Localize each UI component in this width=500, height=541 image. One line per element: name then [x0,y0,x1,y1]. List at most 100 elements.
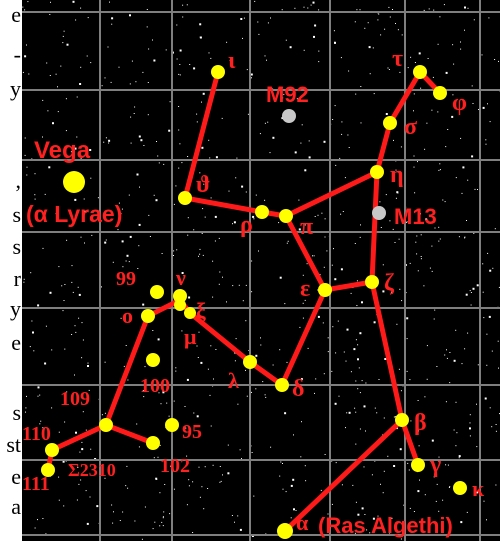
field-star [449,486,451,488]
star-mu [184,307,196,319]
field-star [491,350,493,352]
field-star [234,521,235,523]
field-star [382,290,385,293]
field-star [250,73,253,76]
field-star [409,507,411,509]
field-star [377,19,379,21]
field-star [34,194,36,196]
field-star [361,507,364,510]
field-star [304,224,306,226]
field-star [308,156,311,159]
field-star [207,368,209,370]
field-star [393,139,394,141]
field-star [48,166,51,169]
field-star [252,215,255,218]
star-nu [173,289,187,303]
field-star [44,485,46,487]
field-star [332,326,334,328]
field-star [395,23,396,24]
field-star [354,21,356,23]
field-star [142,303,145,306]
field-star [359,428,361,430]
field-star [193,412,195,414]
field-star [391,291,394,294]
field-star [442,199,444,201]
field-star [236,157,238,159]
field-star [387,455,389,457]
field-star [467,332,469,334]
field-star [104,477,106,479]
field-star [108,142,110,144]
field-star [436,366,438,367]
star-label-lambda: λ [228,368,239,393]
field-star [354,407,356,409]
field-star [304,465,306,467]
field-star [162,391,165,394]
field-star [483,317,485,319]
field-star [248,350,250,351]
field-star [470,304,472,306]
field-star [382,492,384,494]
field-star [302,302,304,304]
field-star [159,444,161,446]
field-star [461,363,463,365]
field-star [111,504,113,506]
field-star [446,357,448,359]
field-star [243,17,245,19]
field-star [361,380,363,382]
star-label-110: 110 [22,423,51,445]
field-star [369,532,371,534]
field-star [200,361,203,364]
field-star [23,281,25,283]
field-star [181,272,184,274]
field-star [62,219,64,221]
field-star [416,429,419,432]
field-star [193,229,195,231]
field-star [279,276,282,279]
field-star [26,166,28,168]
star-xi [174,299,186,311]
star-102 [146,436,160,450]
field-star [49,75,51,76]
field-star [382,264,384,266]
field-star [231,515,233,516]
field-star [489,269,492,272]
field-star [79,451,81,453]
field-star [438,240,440,242]
field-star [492,267,494,269]
field-star [155,477,158,480]
field-star [202,92,205,95]
field-star [358,367,360,369]
field-star [147,114,149,116]
field-star [380,483,381,485]
field-star [413,511,415,512]
field-star [184,406,186,407]
field-star [22,6,24,8]
field-star [247,113,249,115]
field-star [455,329,457,331]
field-star [331,460,333,462]
field-star [374,407,376,409]
field-star [201,146,204,149]
field-star [359,236,361,238]
text-fragment: e [11,464,21,489]
field-star [407,462,409,464]
field-star [74,374,75,376]
field-star [130,142,132,144]
field-star [104,77,106,79]
field-star [156,478,158,480]
constellation-line [282,417,405,534]
field-star [104,241,107,244]
star-label-mu: μ [184,324,197,349]
field-star [283,93,285,95]
field-star [433,476,435,478]
field-star [360,86,362,87]
field-star [395,416,396,418]
field-star [399,71,401,73]
field-star [317,289,319,291]
field-star [286,361,288,363]
field-star [497,340,499,342]
field-star [128,261,130,263]
field-star [433,318,435,320]
field-star [243,223,245,225]
